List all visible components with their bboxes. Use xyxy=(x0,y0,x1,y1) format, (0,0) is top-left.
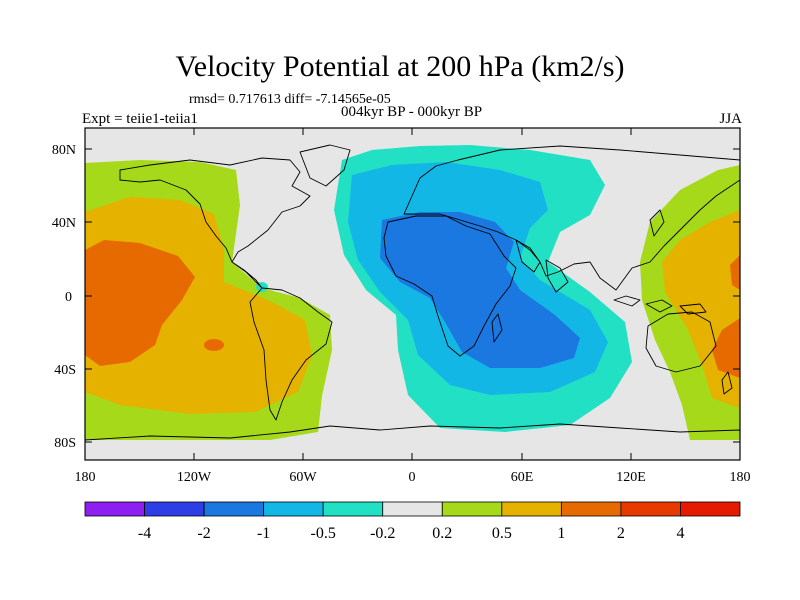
coastlines xyxy=(85,144,740,460)
colorbar-label: 1 xyxy=(557,525,565,542)
longitude-labels: 180 120W 60W 0 60E 120E 180 xyxy=(75,470,751,485)
colorbar-swatch xyxy=(560,501,622,517)
colorbar-label: 2 xyxy=(617,525,625,542)
colorbar-label: 4 xyxy=(676,525,684,542)
colorbar-label: -4 xyxy=(138,525,151,542)
lon-label-120e: 120E xyxy=(616,470,646,485)
lon-label-60e: 60E xyxy=(511,470,534,485)
colorbar-label: -0.5 xyxy=(311,525,336,542)
colorbar-label: -1 xyxy=(257,525,270,542)
colorbar-label: -0.2 xyxy=(370,525,395,542)
lat-label-40s: 40S xyxy=(54,363,76,378)
lat-label-80n: 80N xyxy=(52,143,76,158)
colorbar-label: 0.5 xyxy=(492,525,512,542)
lat-label-0: 0 xyxy=(65,290,72,305)
colorbar-swatch xyxy=(620,501,681,517)
colorbar-swatch xyxy=(203,501,265,517)
experiment-label: Expt = teiie1-teiia1 xyxy=(82,111,198,127)
colorbar-labels: -4 -2 -1 -0.5 -0.2 0.2 0.5 1 2 4 xyxy=(138,525,685,542)
negative-anomaly-africa xyxy=(256,145,632,432)
lat-label-80s: 80S xyxy=(54,436,76,451)
lon-label-120w: 120W xyxy=(177,470,212,485)
colorbar-swatch xyxy=(263,501,324,517)
lat-label-40n: 40N xyxy=(52,216,76,231)
lon-label-60w: 60W xyxy=(289,470,317,485)
positive-anomaly-pacific-east xyxy=(640,165,740,440)
longitude-axis xyxy=(84,128,741,460)
lon-label-0: 0 xyxy=(409,470,416,485)
stats-label: rmsd= 0.717613 diff= -7.14565e-05 xyxy=(189,92,391,107)
colorbar-swatch xyxy=(441,501,503,517)
colorbar-swatch xyxy=(382,501,443,517)
season-label: JJA xyxy=(719,111,742,127)
colorbar-label: -2 xyxy=(197,525,210,542)
period-label: 004kyr BP - 000kyr BP xyxy=(340,104,483,120)
colorbar-label: 0.2 xyxy=(432,525,452,542)
latitude-labels: 80N 40N 0 40S 80S xyxy=(52,143,76,451)
latitude-axis xyxy=(85,148,740,443)
lon-label-180e: 180 xyxy=(730,470,751,485)
map-area xyxy=(85,128,740,460)
lon-label-180w: 180 xyxy=(75,470,96,485)
colorbar-swatch xyxy=(84,501,145,517)
colorbar-swatch xyxy=(144,501,205,517)
positive-anomaly-pacific-west xyxy=(85,160,332,440)
map-title: Velocity Potential at 200 hPa (km2/s) xyxy=(175,50,625,83)
colorbar-swatch xyxy=(680,501,741,517)
colorbar-swatch xyxy=(501,501,562,517)
colorbar xyxy=(84,501,741,517)
colorbar-swatch xyxy=(322,501,384,517)
